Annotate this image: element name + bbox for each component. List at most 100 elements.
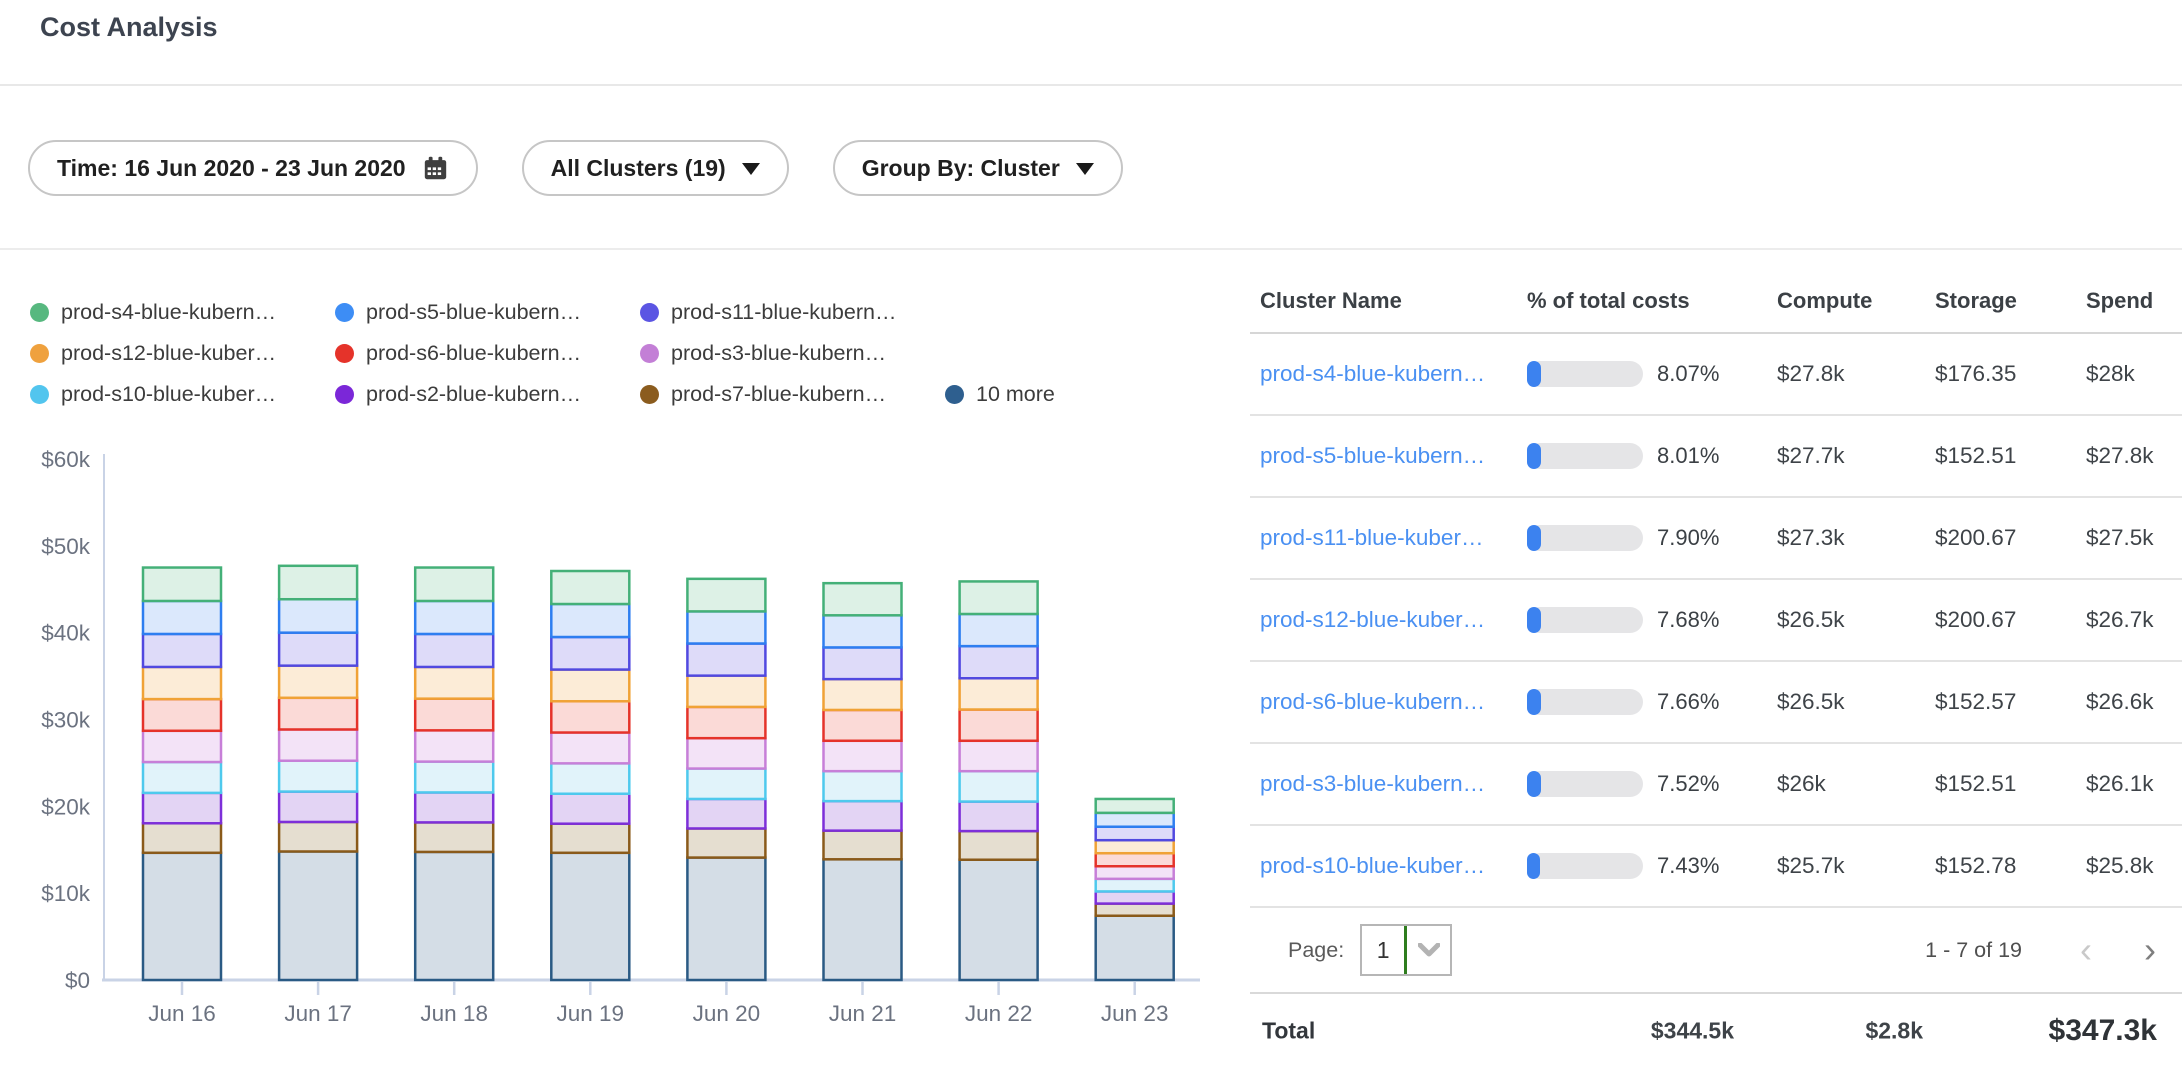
bar-segment[interactable] — [1096, 904, 1174, 916]
bar-segment[interactable] — [279, 851, 357, 980]
cluster-name-link[interactable]: prod-s4-blue-kubern… — [1260, 361, 1516, 387]
bar-jun-19[interactable] — [551, 571, 629, 980]
bar-segment[interactable] — [415, 762, 493, 793]
bar-segment[interactable] — [143, 568, 221, 601]
bar-segment[interactable] — [824, 647, 902, 679]
bar-segment[interactable] — [551, 701, 629, 732]
bar-segment[interactable] — [551, 853, 629, 980]
bar-segment[interactable] — [960, 802, 1038, 832]
bar-segment[interactable] — [824, 859, 902, 980]
legend-item[interactable]: prod-s10-blue-kuber… — [30, 382, 335, 407]
legend-item[interactable]: prod-s2-blue-kubern… — [335, 382, 640, 407]
bar-segment[interactable] — [279, 761, 357, 792]
clusters-filter-dropdown[interactable]: All Clusters (19) — [522, 140, 789, 196]
bar-segment[interactable] — [687, 858, 765, 980]
bar-segment[interactable] — [143, 731, 221, 762]
legend-item[interactable]: 10 more — [945, 382, 1055, 407]
bar-segment[interactable] — [1096, 866, 1174, 879]
bar-segment[interactable] — [415, 634, 493, 667]
bar-segment[interactable] — [1096, 891, 1174, 903]
chevron-left-icon[interactable]: ‹ — [2080, 932, 2092, 968]
bar-segment[interactable] — [824, 741, 902, 771]
legend-item[interactable]: prod-s5-blue-kubern… — [335, 300, 640, 325]
bar-segment[interactable] — [960, 678, 1038, 709]
bar-segment[interactable] — [687, 799, 765, 829]
bar-segment[interactable] — [143, 634, 221, 667]
legend-item[interactable]: prod-s12-blue-kuber… — [30, 341, 335, 366]
bar-segment[interactable] — [143, 601, 221, 634]
bar-segment[interactable] — [415, 601, 493, 634]
bar-segment[interactable] — [551, 604, 629, 637]
bar-segment[interactable] — [960, 614, 1038, 646]
legend-item[interactable]: prod-s7-blue-kubern… — [640, 382, 945, 407]
bar-segment[interactable] — [143, 699, 221, 731]
bar-segment[interactable] — [960, 831, 1038, 860]
bar-jun-22[interactable] — [960, 581, 1038, 980]
bar-segment[interactable] — [143, 667, 221, 699]
bar-segment[interactable] — [1096, 879, 1174, 892]
bar-segment[interactable] — [551, 637, 629, 670]
bar-segment[interactable] — [551, 571, 629, 604]
bar-segment[interactable] — [824, 679, 902, 710]
bar-segment[interactable] — [824, 615, 902, 647]
bar-jun-18[interactable] — [415, 568, 493, 980]
bar-segment[interactable] — [143, 762, 221, 793]
bar-segment[interactable] — [415, 792, 493, 822]
time-range-filter[interactable]: Time: 16 Jun 2020 - 23 Jun 2020 — [28, 140, 478, 196]
bar-segment[interactable] — [279, 566, 357, 599]
bar-segment[interactable] — [415, 852, 493, 980]
bar-segment[interactable] — [415, 730, 493, 761]
bar-segment[interactable] — [1096, 799, 1174, 813]
bar-segment[interactable] — [415, 822, 493, 852]
bar-segment[interactable] — [824, 801, 902, 831]
bar-segment[interactable] — [687, 579, 765, 612]
bar-segment[interactable] — [279, 698, 357, 730]
cluster-name-link[interactable]: prod-s3-blue-kubern… — [1260, 771, 1516, 797]
legend-item[interactable]: prod-s11-blue-kubern… — [640, 300, 896, 325]
bar-jun-16[interactable] — [143, 568, 221, 980]
bar-segment[interactable] — [551, 670, 629, 702]
bar-segment[interactable] — [143, 823, 221, 853]
bar-segment[interactable] — [415, 568, 493, 601]
bar-segment[interactable] — [1096, 853, 1174, 866]
bar-segment[interactable] — [824, 583, 902, 615]
bar-segment[interactable] — [687, 828, 765, 857]
bar-segment[interactable] — [960, 860, 1038, 980]
bar-jun-17[interactable] — [279, 566, 357, 980]
bar-jun-23[interactable] — [1096, 799, 1174, 980]
bar-segment[interactable] — [551, 794, 629, 824]
bar-segment[interactable] — [279, 599, 357, 632]
bar-segment[interactable] — [279, 792, 357, 822]
bar-segment[interactable] — [279, 666, 357, 698]
legend-item[interactable]: prod-s4-blue-kubern… — [30, 300, 335, 325]
bar-segment[interactable] — [687, 611, 765, 643]
cluster-name-link[interactable]: prod-s11-blue-kuber… — [1260, 525, 1516, 551]
bar-jun-21[interactable] — [824, 583, 902, 980]
bar-segment[interactable] — [960, 771, 1038, 801]
bar-segment[interactable] — [279, 729, 357, 760]
cluster-name-link[interactable]: prod-s12-blue-kuber… — [1260, 607, 1516, 633]
bar-segment[interactable] — [279, 822, 357, 852]
cluster-name-link[interactable]: prod-s5-blue-kubern… — [1260, 443, 1516, 469]
bar-segment[interactable] — [687, 676, 765, 707]
bar-segment[interactable] — [960, 741, 1038, 771]
group-by-dropdown[interactable]: Group By: Cluster — [833, 140, 1123, 196]
bar-segment[interactable] — [687, 769, 765, 799]
bar-jun-20[interactable] — [687, 579, 765, 980]
bar-segment[interactable] — [279, 633, 357, 666]
bar-segment[interactable] — [1096, 827, 1174, 840]
bar-segment[interactable] — [1096, 813, 1174, 827]
page-select[interactable]: 1 — [1360, 924, 1452, 976]
bar-segment[interactable] — [143, 793, 221, 823]
bar-segment[interactable] — [687, 707, 765, 738]
bar-segment[interactable] — [687, 738, 765, 768]
bar-segment[interactable] — [415, 699, 493, 731]
bar-segment[interactable] — [824, 710, 902, 741]
legend-item[interactable]: prod-s3-blue-kubern… — [640, 341, 886, 366]
bar-segment[interactable] — [415, 667, 493, 699]
bar-segment[interactable] — [824, 771, 902, 801]
bar-segment[interactable] — [551, 824, 629, 853]
legend-item[interactable]: prod-s6-blue-kubern… — [335, 341, 640, 366]
bar-segment[interactable] — [824, 831, 902, 860]
bar-segment[interactable] — [1096, 840, 1174, 853]
